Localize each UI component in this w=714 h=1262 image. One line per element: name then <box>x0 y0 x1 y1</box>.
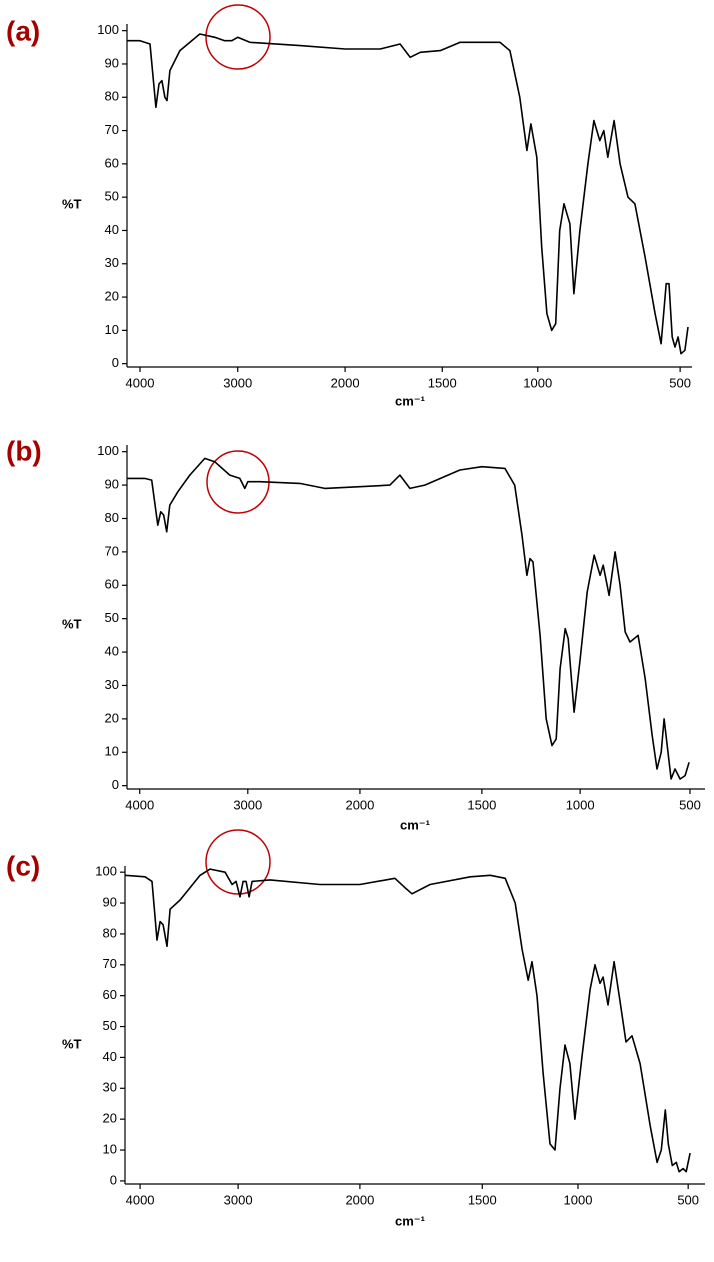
x-tick-label: 2000 <box>345 1192 374 1207</box>
x-tick-label: 1500 <box>467 797 496 812</box>
panel-label: (c) <box>6 850 40 881</box>
y-axis-label: %T <box>62 616 82 631</box>
y-tick-label: 50 <box>103 1018 117 1033</box>
x-tick-label: 1000 <box>564 1192 593 1207</box>
panel-label: (a) <box>6 15 40 46</box>
highlight-circle <box>205 4 271 70</box>
y-tick-label: 0 <box>110 1172 117 1187</box>
y-tick-label: 100 <box>97 22 119 37</box>
y-tick-label: 80 <box>105 510 119 525</box>
y-tick-label: 90 <box>103 894 117 909</box>
y-tick-label: 50 <box>105 610 119 625</box>
y-tick-label: 60 <box>103 987 117 1002</box>
x-tick-label: 500 <box>677 1192 699 1207</box>
x-tick-label: 3000 <box>223 375 252 390</box>
y-tick-label: 40 <box>105 644 119 659</box>
y-tick-label: 10 <box>105 744 119 759</box>
x-axis-label: cm⁻¹ <box>395 393 425 408</box>
y-tick-label: 40 <box>105 222 119 237</box>
y-tick-label: 30 <box>105 255 119 270</box>
spectrum-line <box>124 868 691 1173</box>
y-tick-label: 70 <box>103 956 117 971</box>
y-tick-label: 60 <box>105 155 119 170</box>
y-tick-label: 20 <box>103 1111 117 1126</box>
x-tick-label: 2000 <box>331 375 360 390</box>
y-tick-label: 100 <box>95 864 117 879</box>
x-tick-label: 1000 <box>566 797 595 812</box>
x-tick-label: 3000 <box>233 797 262 812</box>
x-axis-label: cm⁻¹ <box>395 1213 425 1228</box>
x-tick-label: 1500 <box>468 1192 497 1207</box>
y-tick-label: 70 <box>105 122 119 137</box>
panel-label: (b) <box>6 435 42 466</box>
y-tick-label: 30 <box>103 1080 117 1095</box>
x-tick-label: 4000 <box>126 1192 155 1207</box>
y-tick-label: 90 <box>105 55 119 70</box>
x-tick-label: 2000 <box>345 797 374 812</box>
y-tick-label: 60 <box>105 577 119 592</box>
y-tick-label: 0 <box>112 355 119 370</box>
x-tick-label: 500 <box>669 375 691 390</box>
x-tick-label: 4000 <box>126 375 155 390</box>
x-tick-label: 1500 <box>428 375 457 390</box>
y-tick-label: 0 <box>112 777 119 792</box>
y-tick-label: 10 <box>103 1141 117 1156</box>
highlight-circle <box>205 829 271 895</box>
y-tick-label: 40 <box>103 1049 117 1064</box>
y-tick-label: 70 <box>105 543 119 558</box>
y-axis-label: %T <box>62 196 82 211</box>
y-tick-label: 80 <box>103 925 117 940</box>
x-tick-label: 4000 <box>125 797 154 812</box>
y-tick-label: 30 <box>105 677 119 692</box>
y-tick-label: 100 <box>97 443 119 458</box>
y-tick-label: 20 <box>105 710 119 725</box>
y-tick-label: 20 <box>105 289 119 304</box>
y-axis-label: %T <box>62 1036 82 1051</box>
x-tick-label: 500 <box>679 797 701 812</box>
x-tick-label: 3000 <box>224 1192 253 1207</box>
x-axis-label: cm⁻¹ <box>400 817 430 832</box>
y-tick-label: 90 <box>105 477 119 492</box>
y-tick-label: 10 <box>105 322 119 337</box>
y-tick-label: 80 <box>105 89 119 104</box>
x-tick-label: 1000 <box>523 375 552 390</box>
spectrum-line <box>127 33 689 355</box>
y-tick-label: 50 <box>105 189 119 204</box>
spectrum-line <box>127 457 690 780</box>
